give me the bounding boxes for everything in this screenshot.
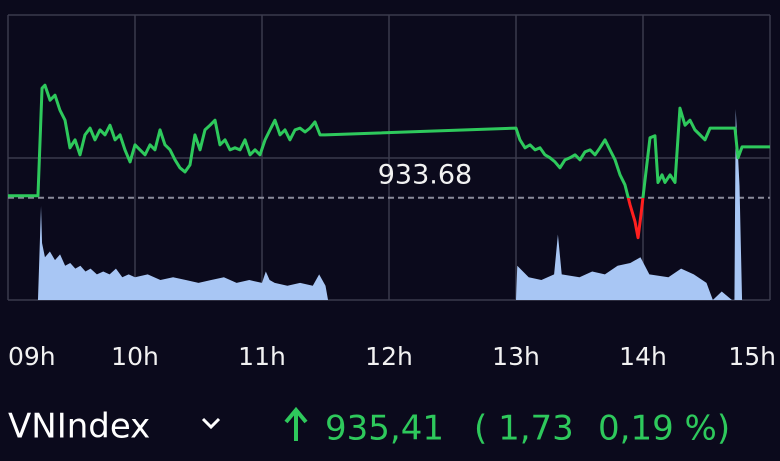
x-tick-label: 15h bbox=[728, 342, 776, 371]
reference-label: 933.68 bbox=[378, 159, 472, 190]
x-tick-label: 11h bbox=[238, 342, 286, 371]
plot bbox=[8, 83, 770, 300]
volume-area bbox=[37, 109, 743, 300]
grid bbox=[7, 15, 771, 300]
index-name[interactable]: VNIndex bbox=[8, 407, 150, 447]
x-tick-label: 13h bbox=[492, 342, 540, 371]
change: ( 1,73 bbox=[474, 409, 574, 449]
x-tick-label: 14h bbox=[619, 342, 667, 371]
x-tick-label: 10h bbox=[111, 342, 159, 371]
price-line bbox=[8, 83, 770, 240]
price: 935,41 bbox=[325, 409, 444, 449]
dropdown-chevron[interactable] bbox=[201, 417, 221, 430]
axis: 09h 10h 11h 12h 13h 14h 15h 933.68 bbox=[8, 159, 776, 371]
x-tick-label: 09h bbox=[8, 342, 56, 371]
change-percent: 0,19 %) bbox=[598, 409, 730, 449]
x-tick-label: 12h bbox=[365, 342, 413, 371]
up-arrow bbox=[284, 406, 308, 441]
